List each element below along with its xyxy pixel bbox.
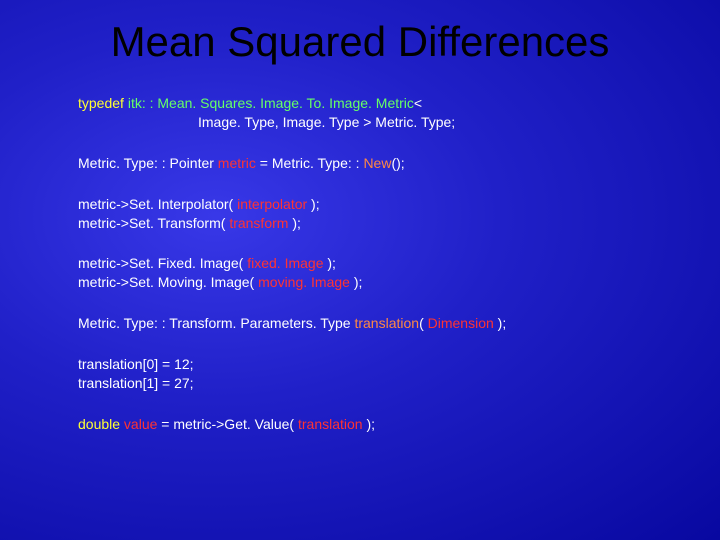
code-block-4: metric->Set. Fixed. Image( fixed. Image … bbox=[78, 254, 720, 292]
code-text: < bbox=[414, 95, 422, 111]
code-text: ); bbox=[494, 315, 506, 331]
code-block-5: Metric. Type: : Transform. Parameters. T… bbox=[78, 314, 720, 333]
variable: moving. Image bbox=[258, 274, 350, 290]
code-text: Image. Type, Image. Type > Metric. Type; bbox=[78, 113, 455, 132]
variable: value bbox=[120, 416, 157, 432]
code-text: ); bbox=[350, 274, 362, 290]
code-text: = metric->Get. Value( bbox=[157, 416, 298, 432]
variable: Dimension bbox=[428, 315, 494, 331]
code-text: ); bbox=[363, 416, 375, 432]
code-line: typedef itk: : Mean. Squares. Image. To.… bbox=[78, 94, 720, 113]
code-line: double value = metric->Get. Value( trans… bbox=[78, 415, 720, 434]
code-block-3: metric->Set. Interpolator( interpolator … bbox=[78, 195, 720, 233]
code-block-6: translation[0] = 12; translation[1] = 27… bbox=[78, 355, 720, 393]
variable: interpolator bbox=[237, 196, 307, 212]
variable: translation bbox=[298, 416, 363, 432]
keyword: double bbox=[78, 416, 120, 432]
code-text: metric->Set. Interpolator( bbox=[78, 196, 237, 212]
code-line: translation[1] = 27; bbox=[78, 374, 720, 393]
code-text: Metric. Type: : Pointer bbox=[78, 155, 218, 171]
code-line: Metric. Type: : Transform. Parameters. T… bbox=[78, 314, 720, 333]
code-text: (); bbox=[391, 155, 404, 171]
code-line: Metric. Type: : Pointer metric = Metric.… bbox=[78, 154, 720, 173]
code-text: metric->Set. Transform( bbox=[78, 215, 229, 231]
code-content: typedef itk: : Mean. Squares. Image. To.… bbox=[0, 76, 720, 434]
variable: transform bbox=[229, 215, 288, 231]
code-line: metric->Set. Moving. Image( moving. Imag… bbox=[78, 273, 720, 292]
code-text: metric->Set. Fixed. Image( bbox=[78, 255, 247, 271]
code-block-2: Metric. Type: : Pointer metric = Metric.… bbox=[78, 154, 720, 173]
code-line: Image. Type, Image. Type > Metric. Type; bbox=[78, 113, 720, 132]
code-text: metric->Set. Moving. Image( bbox=[78, 274, 258, 290]
code-text: ( bbox=[419, 315, 428, 331]
code-line: metric->Set. Fixed. Image( fixed. Image … bbox=[78, 254, 720, 273]
code-text: ); bbox=[288, 215, 300, 231]
code-line: metric->Set. Interpolator( interpolator … bbox=[78, 195, 720, 214]
code-line: metric->Set. Transform( transform ); bbox=[78, 214, 720, 233]
slide-title: Mean Squared Differences bbox=[0, 0, 720, 76]
variable: fixed. Image bbox=[247, 255, 323, 271]
type-name: itk: : Mean. Squares. Image. To. Image. … bbox=[124, 95, 414, 111]
code-text: ); bbox=[307, 196, 319, 212]
code-line: translation[0] = 12; bbox=[78, 355, 720, 374]
code-text: = Metric. Type: : bbox=[256, 155, 364, 171]
variable: metric bbox=[218, 155, 256, 171]
code-text: Metric. Type: : Transform. Parameters. T… bbox=[78, 315, 354, 331]
code-block-1: typedef itk: : Mean. Squares. Image. To.… bbox=[78, 94, 720, 132]
function-name: New bbox=[363, 155, 391, 171]
code-text: ); bbox=[323, 255, 335, 271]
keyword: typedef bbox=[78, 95, 124, 111]
function-name: translation bbox=[354, 315, 419, 331]
code-block-7: double value = metric->Get. Value( trans… bbox=[78, 415, 720, 434]
